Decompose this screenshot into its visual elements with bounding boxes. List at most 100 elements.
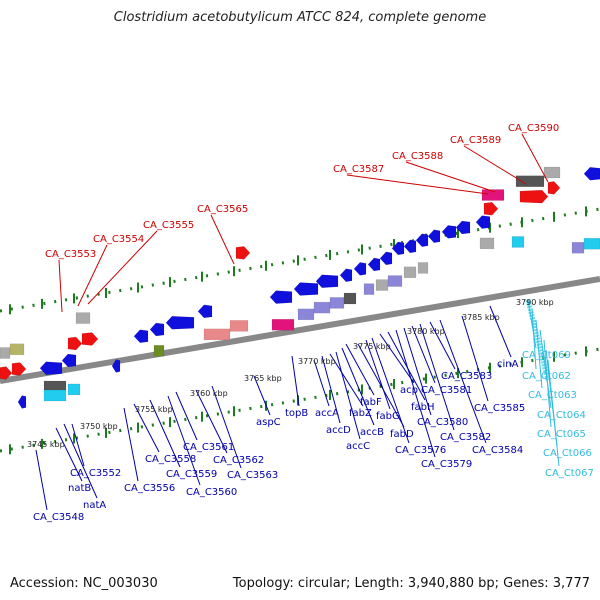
gene-feature — [197, 304, 213, 319]
scale-label: 3755 kbp — [135, 405, 173, 414]
gene-feature — [229, 320, 249, 332]
gene-label: CA_C3548 — [33, 512, 84, 523]
gene-label: aspC — [256, 417, 281, 428]
gene-label: accB — [360, 427, 384, 438]
callout-line — [365, 339, 391, 410]
accession-text: Accession: NC_003030 — [10, 576, 158, 591]
gene-label: CA_C3555 — [143, 220, 194, 231]
callout-line — [55, 427, 83, 482]
map-title: Clostridium acetobutylicum ATCC 824, com… — [113, 10, 487, 25]
callout-line — [535, 319, 543, 389]
gene-feature — [75, 312, 91, 324]
gene-feature — [479, 237, 495, 250]
callout-line — [395, 329, 436, 458]
callout-line — [521, 133, 549, 183]
gene-label: CA_C3579 — [421, 459, 472, 470]
gene-label: CA_Ct065 — [537, 429, 586, 440]
gene-label: CA_C3558 — [145, 454, 196, 465]
callout-line — [547, 359, 560, 467]
gene-feature — [519, 189, 549, 204]
gene-feature — [39, 361, 63, 375]
gene-label: CA_C3581 — [421, 385, 472, 396]
gene-feature — [9, 343, 25, 356]
gene-feature — [375, 279, 389, 291]
callout-line — [210, 214, 235, 265]
gene-label: CA_C3563 — [227, 470, 278, 481]
gene-feature — [111, 359, 121, 373]
gene-label: CA_C3554 — [93, 234, 144, 245]
callout-line — [345, 343, 375, 396]
callout-line — [58, 259, 63, 313]
gene-label: CA_Ct067 — [545, 468, 594, 479]
gene-feature — [165, 316, 195, 330]
gene-label: CA_C3552 — [70, 468, 121, 479]
gene-label: CA_C3559 — [166, 469, 217, 480]
gene-label: topB — [285, 408, 308, 419]
gene-label: CA_Ct066 — [543, 448, 592, 459]
gene-feature — [367, 257, 381, 272]
gene-label: CA_C3576 — [395, 445, 446, 456]
gene-label: CA_C3585 — [474, 403, 525, 414]
callout-line — [195, 389, 228, 454]
scale-labels: 3745 kbp 3750 kbp 3755 kbp 3760 kbp 3765 kbp… — [27, 298, 554, 449]
gene-feature — [483, 201, 499, 216]
callout-line — [439, 319, 487, 444]
genome-stats-text: Topology: circular; Length: 3,940,880 bp… — [232, 576, 590, 591]
gene-feature — [415, 233, 429, 248]
callout-line — [527, 299, 537, 349]
gene-label: CA_C3556 — [124, 483, 175, 494]
scale-label: 3790 kbp — [516, 298, 554, 307]
gene-feature — [43, 389, 67, 402]
gene-feature — [269, 290, 293, 304]
gene-label: CA_Ct063 — [528, 390, 577, 401]
callout-line — [321, 355, 341, 424]
backbone-line — [0, 276, 600, 384]
callout-line — [463, 145, 527, 185]
callout-line — [123, 407, 139, 482]
gene-feature — [391, 241, 405, 256]
callout-line — [346, 174, 489, 195]
upper-guide-line — [0, 207, 600, 313]
gene-label: CA_C3565 — [197, 204, 248, 215]
callout-line — [71, 423, 85, 467]
gene-feature — [61, 353, 77, 368]
gene-label: natA — [83, 500, 106, 511]
gene-label: CA_C3560 — [186, 487, 237, 498]
callout-line — [489, 305, 512, 358]
gene-feature — [403, 239, 417, 254]
callout-line — [35, 449, 48, 511]
callout-line — [211, 385, 242, 469]
scale-label: 3785 kbp — [462, 313, 500, 322]
callout-line — [341, 347, 375, 426]
gene-feature — [455, 220, 471, 235]
gene-label: CA_C3553 — [45, 249, 96, 260]
gene-feature — [403, 266, 417, 279]
callout-line — [253, 375, 271, 416]
callout-line — [87, 230, 158, 305]
gene-label: natB — [68, 483, 91, 494]
gene-feature — [339, 268, 353, 282]
gene-label: CA_C3561 — [183, 442, 234, 453]
scale-label: 3770 kbp — [298, 357, 336, 366]
gene-feature — [133, 329, 149, 343]
gene-label: CA_C3588 — [392, 151, 443, 162]
gene-feature — [387, 275, 403, 287]
gene-feature — [313, 301, 331, 314]
gene-feature — [315, 274, 339, 289]
gene-features — [0, 166, 600, 409]
scale-label: 3775 kbp — [353, 342, 391, 351]
callout-line — [419, 323, 455, 431]
gene-feature — [481, 189, 505, 201]
gene-label: fabG — [376, 411, 400, 422]
callout-line — [539, 329, 552, 409]
trna-cluster — [525, 299, 551, 381]
callout-line — [531, 309, 537, 370]
callout-line — [149, 399, 181, 468]
scale-label: 3780 kbp — [407, 327, 445, 336]
callout-line — [63, 423, 98, 499]
gene-label: CA_C3582 — [440, 432, 491, 443]
gene-feature — [11, 362, 27, 376]
gene-feature — [149, 322, 165, 337]
